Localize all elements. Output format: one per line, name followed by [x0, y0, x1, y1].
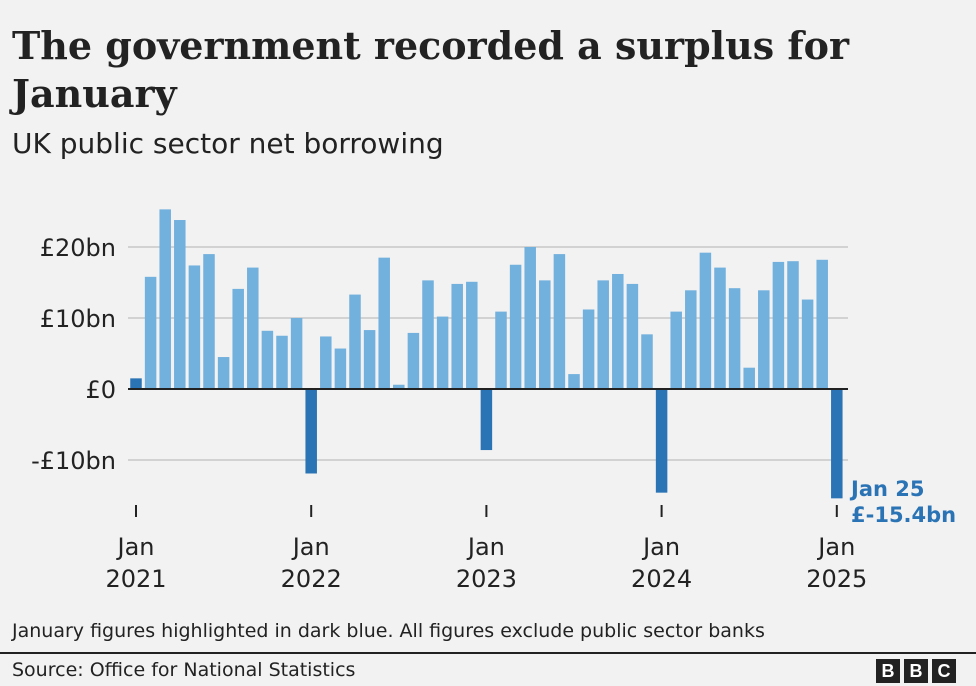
bar	[553, 254, 566, 389]
bar-january	[130, 378, 142, 389]
borrowing-bar-chart: £20bn £10bn £0 -£10bn Jan 2021 Jan 2022 Jan 2023…	[31, 209, 956, 593]
y-tick-label: £0	[85, 376, 116, 404]
x-tick-month: Jan	[816, 533, 855, 561]
bar	[597, 280, 609, 389]
bar	[670, 311, 682, 389]
bar	[378, 257, 390, 389]
x-tick-year: 2021	[105, 565, 166, 593]
bar	[276, 335, 288, 389]
bar	[509, 264, 522, 389]
x-axis-ticks: Jan 2021 Jan 2022 Jan 2023 Jan 2024 Jan 2025	[105, 505, 867, 593]
footer-divider	[0, 652, 976, 654]
bar	[261, 330, 274, 389]
bar	[436, 316, 449, 389]
logo-letter: B	[876, 659, 900, 683]
bar	[247, 267, 259, 389]
bar	[728, 288, 741, 389]
bar	[524, 247, 536, 389]
bar	[495, 311, 507, 389]
bar	[758, 290, 770, 389]
y-tick-label: £20bn	[40, 234, 116, 262]
x-tick-month: Jan	[466, 533, 505, 561]
bar	[407, 332, 420, 389]
bbc-logo: B B C	[876, 659, 956, 683]
bar	[320, 336, 332, 389]
chart-note: January figures highlighted in dark blue…	[12, 620, 765, 642]
bar	[816, 259, 828, 389]
bar	[743, 367, 755, 389]
y-axis-labels: £20bn £10bn £0 -£10bn	[31, 234, 116, 475]
bar	[203, 254, 215, 389]
bar	[232, 288, 244, 389]
bar	[159, 209, 171, 389]
annotation: Jan 25 £-15.4bn	[849, 477, 956, 527]
bar	[626, 283, 639, 389]
bar-january	[655, 389, 668, 493]
x-tick-year: 2022	[281, 565, 342, 593]
bar-january	[831, 389, 843, 499]
bar	[641, 334, 653, 389]
bar	[363, 330, 376, 389]
bar	[334, 348, 347, 389]
bar	[349, 294, 361, 389]
bar	[685, 290, 697, 389]
bar	[714, 267, 726, 389]
x-tick-month: Jan	[116, 533, 155, 561]
y-tick-label: -£10bn	[31, 447, 116, 475]
bar	[699, 252, 712, 389]
logo-letter: B	[904, 659, 928, 683]
bar	[144, 276, 157, 389]
bar	[451, 283, 463, 389]
bar	[787, 261, 799, 389]
bar	[393, 384, 405, 389]
bar	[772, 261, 785, 389]
bar	[422, 280, 434, 389]
logo-letter: C	[932, 659, 956, 683]
bar	[568, 374, 580, 389]
bars	[130, 209, 843, 499]
x-tick-year: 2025	[806, 565, 867, 593]
bar	[539, 280, 551, 389]
bar	[217, 357, 230, 389]
bar	[801, 299, 814, 389]
bar	[466, 281, 478, 389]
x-tick-month: Jan	[291, 533, 330, 561]
bar	[174, 220, 186, 389]
bar-january	[305, 389, 317, 474]
chart-title: The government recorded a surplus for Ja…	[12, 23, 850, 116]
x-tick-year: 2024	[631, 565, 692, 593]
chart-subtitle: UK public sector net borrowing	[12, 127, 444, 160]
bar	[188, 265, 201, 389]
annotation-value: £-15.4bn	[851, 503, 956, 527]
x-tick-month: Jan	[641, 533, 680, 561]
source-text: Source: Office for National Statistics	[12, 659, 356, 681]
annotation-date: Jan 25	[849, 477, 924, 501]
x-tick-year: 2023	[456, 565, 517, 593]
bar	[612, 273, 624, 389]
bar-january	[480, 389, 493, 451]
bar	[290, 318, 303, 389]
bar	[582, 309, 595, 389]
y-tick-label: £10bn	[40, 305, 116, 333]
